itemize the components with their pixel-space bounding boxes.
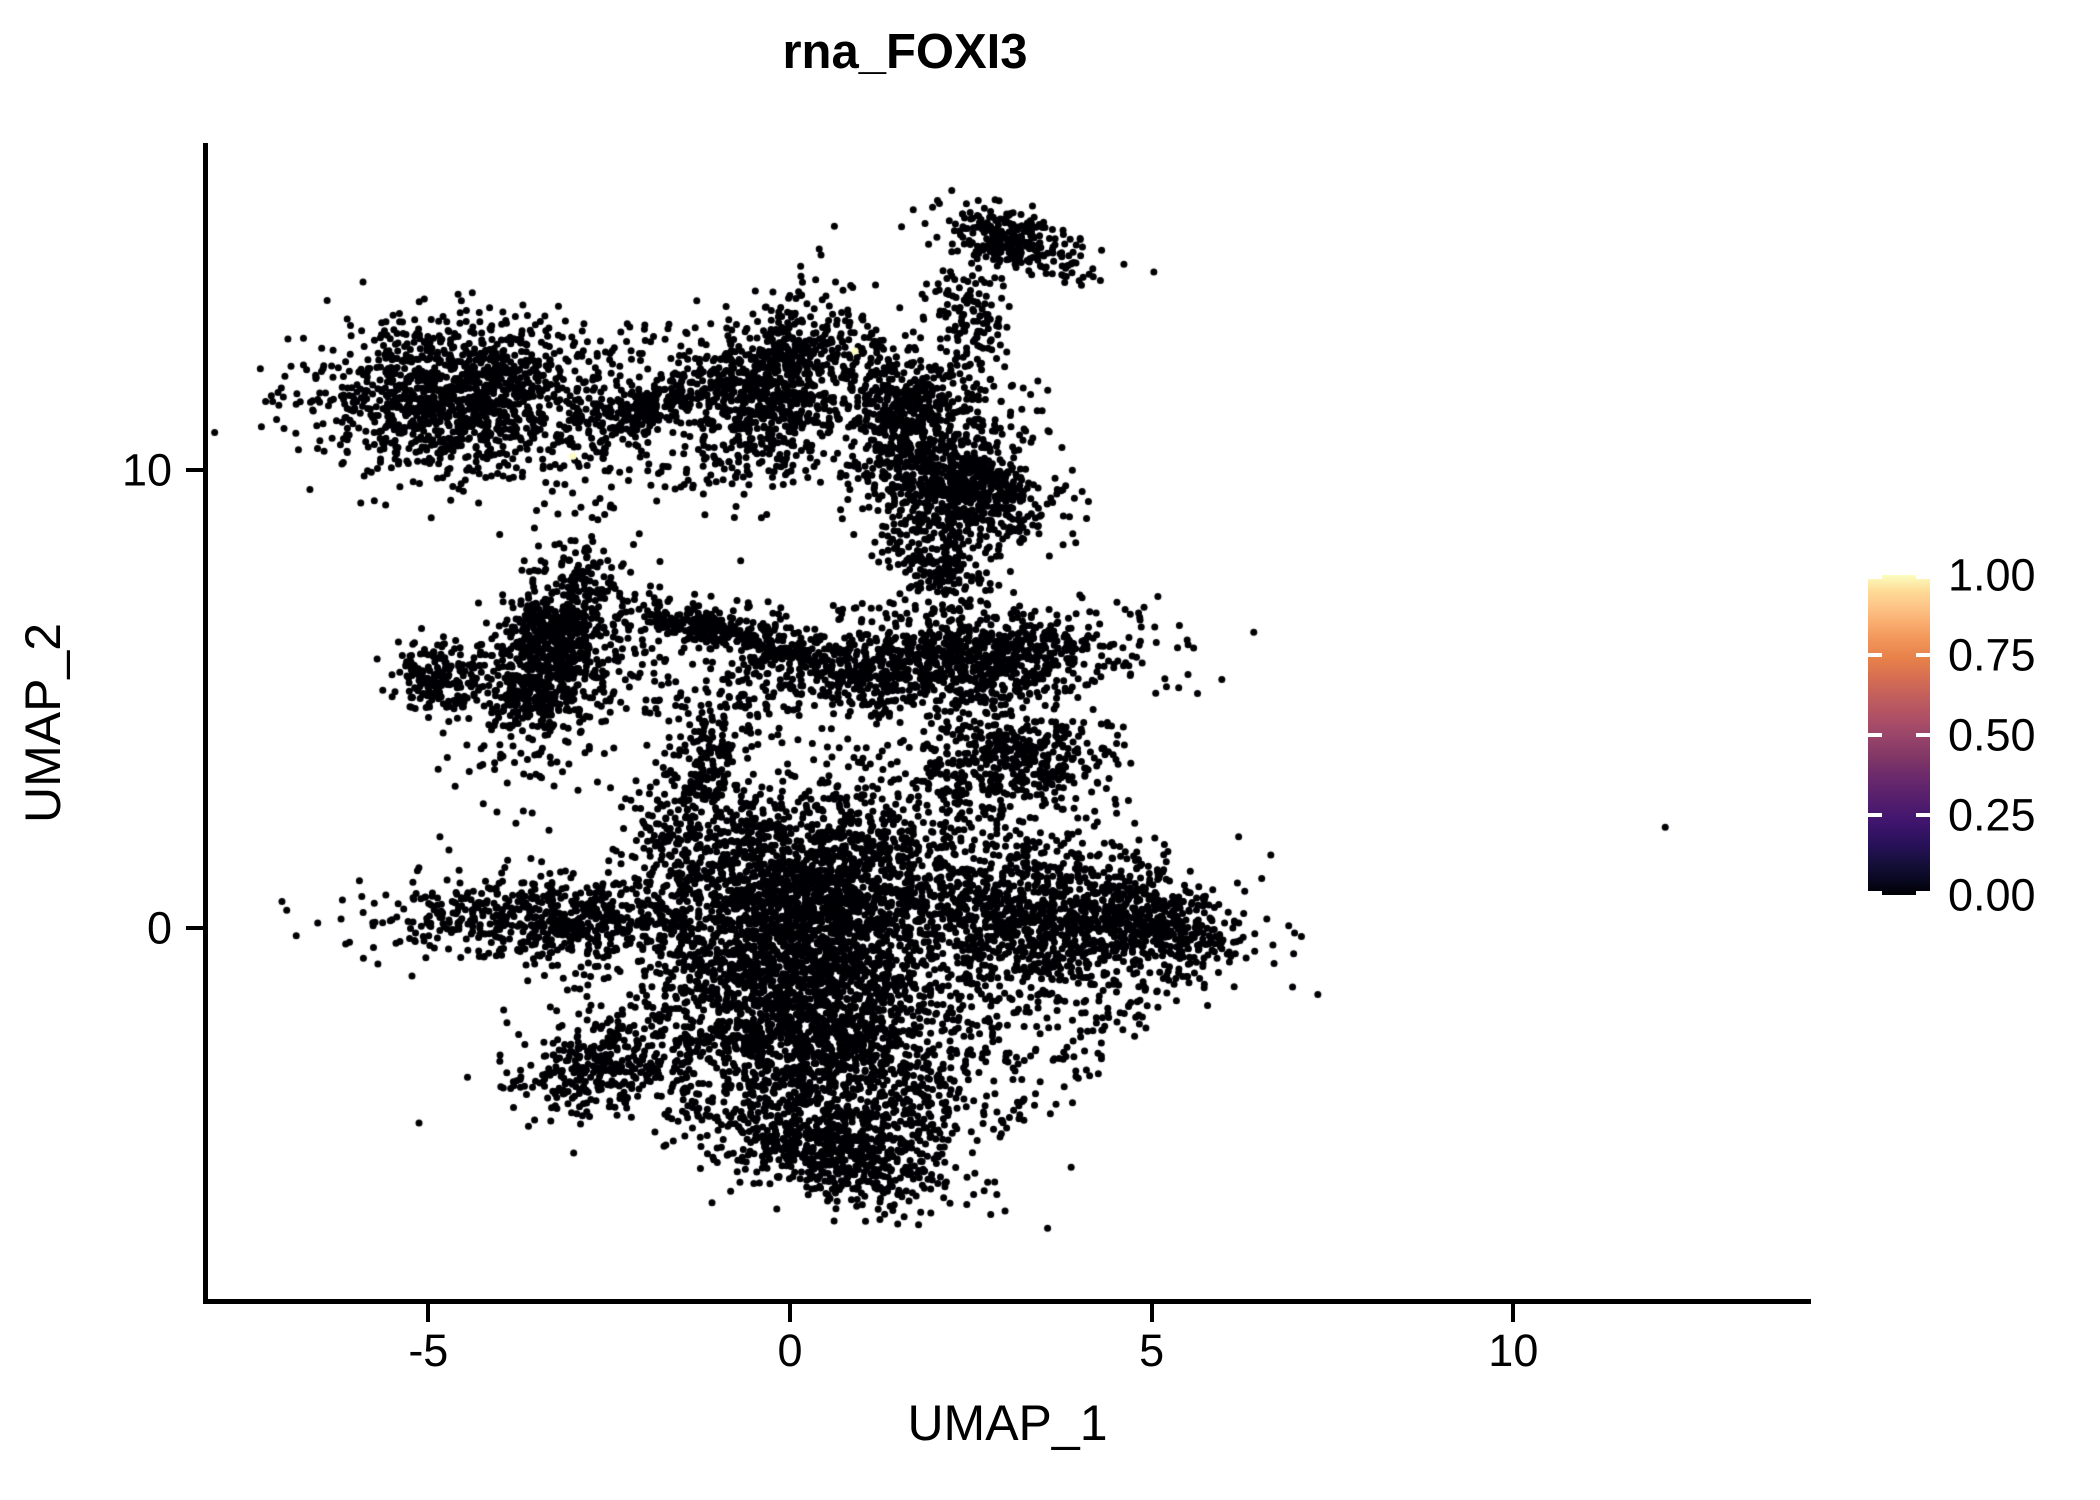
x-axis-line	[203, 1299, 1811, 1304]
colorbar-tick-mark	[1916, 891, 1930, 895]
page-title: rna_FOXI3	[782, 25, 1028, 79]
colorbar-tick-label: 1.00	[1948, 549, 2036, 601]
x-tick-label: -5	[408, 1325, 449, 1376]
x-tick-label: 5	[1139, 1325, 1165, 1376]
colorbar-tick-mark	[1868, 653, 1882, 657]
y-tick-mark	[186, 468, 204, 472]
colorbar-tick-label: 0.75	[1948, 629, 2036, 681]
scatter-points-layer	[205, 143, 1810, 1303]
colorbar-tick-mark	[1916, 813, 1930, 817]
x-tick-label: 0	[777, 1325, 803, 1376]
colorbar-tick-label: 0.00	[1948, 869, 2036, 921]
scatter-plot-panel	[205, 143, 1810, 1303]
colorbar-tick-mark	[1868, 891, 1882, 895]
colorbar-tick-mark	[1868, 575, 1882, 579]
x-axis-title: UMAP_1	[907, 1395, 1108, 1451]
y-axis-title: UMAP_2	[15, 622, 71, 824]
x-tick-label: 10	[1488, 1325, 1539, 1376]
x-tick-mark	[426, 1304, 431, 1322]
colorbar-tick-label: 0.25	[1948, 789, 2036, 841]
y-tick-mark	[186, 926, 204, 930]
colorbar-tick-mark	[1916, 653, 1930, 657]
colorbar-tick-mark	[1916, 575, 1930, 579]
x-tick-mark	[1149, 1304, 1154, 1322]
y-tick-label: 0	[146, 902, 172, 954]
x-tick-mark	[788, 1304, 792, 1322]
colorbar-tick-mark	[1868, 733, 1882, 737]
x-tick-mark	[1511, 1304, 1516, 1322]
colorbar-tick-mark	[1868, 813, 1882, 817]
colorbar-tick-mark	[1916, 733, 1930, 737]
colorbar-legend: 0.00 0.25 0.50 0.75 1.00	[1868, 553, 2088, 918]
y-axis-line	[203, 143, 208, 1304]
y-tick-label: 10	[121, 444, 172, 496]
colorbar-tick-label: 0.50	[1948, 709, 2036, 761]
